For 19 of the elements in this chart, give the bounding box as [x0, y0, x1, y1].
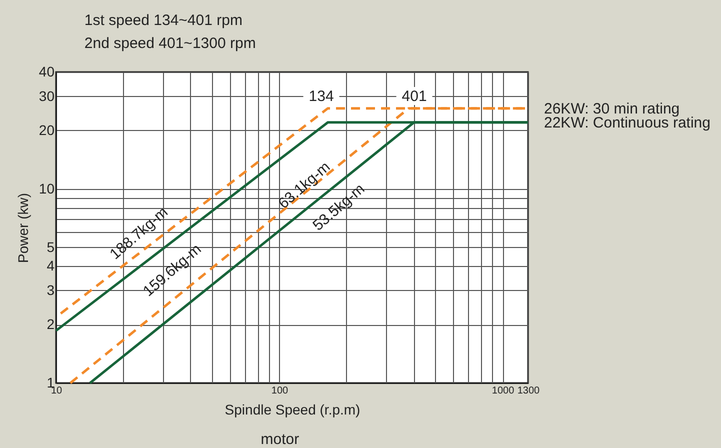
- chart-subtitle: 2nd speed 401~1300 rpm: [84, 35, 256, 52]
- annotation: 401: [402, 88, 427, 105]
- y-tick-label: 2: [46, 316, 55, 332]
- y-tick-label: 5: [46, 238, 55, 255]
- x-tick-label: 100: [271, 386, 289, 396]
- x-tick-label: 1000: [492, 386, 515, 396]
- annotation: 134: [308, 88, 334, 105]
- y-tick-label: 4: [46, 258, 55, 274]
- chart-title: 1st speed 134~401 rpm: [84, 12, 242, 29]
- y-tick-label: 10: [38, 180, 55, 196]
- y-tick-label: 30: [38, 88, 55, 104]
- y-tick-label: 40: [38, 64, 55, 80]
- x-tick-label: 1300: [517, 386, 540, 396]
- y-tick-label: 3: [46, 282, 55, 298]
- x-axis-title: Spindle Speed (r.p.m): [224, 402, 360, 418]
- y-tick-label: 20: [38, 122, 55, 138]
- text: motor: [260, 431, 300, 448]
- y-axis-title: Power (kw): [14, 192, 31, 264]
- series-label: 26KW: 30 min rating: [544, 100, 680, 118]
